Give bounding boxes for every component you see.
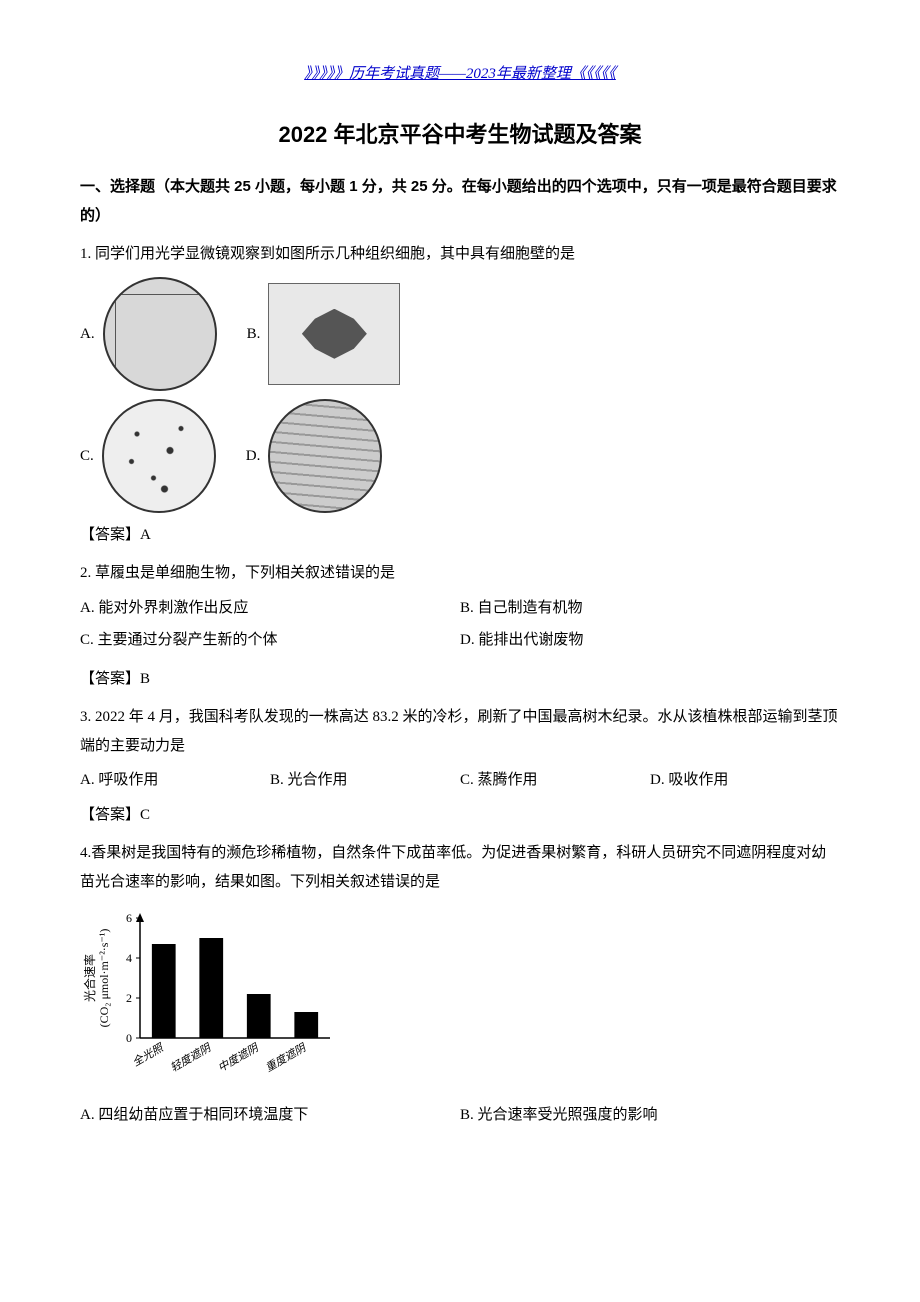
q1-option-c-label: C. — [80, 442, 94, 471]
q2-options: A. 能对外界刺激作出反应 B. 自己制造有机物 C. 主要通过分裂产生新的个体… — [80, 594, 840, 659]
q2-option-d: D. 能排出代谢废物 — [460, 626, 840, 655]
q1-answer: 【答案】A — [80, 521, 840, 550]
q1-image-d — [268, 399, 382, 513]
svg-text:全光照: 全光照 — [130, 1041, 167, 1070]
q4-chart: 0 2 4 6 全光照轻度遮阴中度遮阴重度遮阴 光合速率(CO₂ μmol·m⁻²·s⁻¹… — [80, 908, 840, 1089]
q4-option-b: B. 光合速率受光照强度的影响 — [460, 1101, 840, 1130]
svg-text:中度遮阴: 中度遮阴 — [216, 1041, 262, 1075]
question-4-text: 4.香果树是我国特有的濒危珍稀植物，自然条件下成苗率低。为促进香果树繁育，科研人… — [80, 839, 840, 896]
q2-answer: 【答案】B — [80, 665, 840, 694]
q1-option-b-label: B. — [247, 320, 261, 349]
q2-option-b: B. 自己制造有机物 — [460, 594, 840, 623]
q4-option-a: A. 四组幼苗应置于相同环境温度下 — [80, 1101, 460, 1130]
svg-text:重度遮阴: 重度遮阴 — [263, 1041, 309, 1075]
svg-text:光合速率: 光合速率 — [82, 954, 97, 1002]
question-2-text: 2. 草履虫是单细胞生物，下列相关叙述错误的是 — [80, 559, 840, 588]
svg-text:2: 2 — [126, 991, 132, 1005]
question-3-text: 3. 2022 年 4 月，我国科考队发现的一株高达 83.2 米的冷杉，刷新了… — [80, 703, 840, 760]
q1-option-d-label: D. — [246, 442, 261, 471]
q1-option-a-label: A. — [80, 320, 95, 349]
page-title: 2022 年北京平谷中考生物试题及答案 — [80, 114, 840, 156]
section-header: 一、选择题（本大题共 25 小题，每小题 1 分，共 25 分。在每小题给出的四… — [80, 173, 840, 230]
q3-option-a: A. 呼吸作用 — [80, 766, 270, 795]
svg-text:6: 6 — [126, 911, 132, 925]
svg-text:0: 0 — [126, 1031, 132, 1045]
header-link[interactable]: 》》》》》历年考试真题——2023年最新整理《《《《《 — [80, 60, 840, 89]
bar-chart-svg: 0 2 4 6 全光照轻度遮阴中度遮阴重度遮阴 光合速率(CO₂ μmol·m⁻²·s⁻¹… — [80, 908, 340, 1078]
svg-text:(CO₂ μmol·m⁻²·s⁻¹): (CO₂ μmol·m⁻²·s⁻¹) — [97, 929, 111, 1028]
svg-text:轻度遮阴: 轻度遮阴 — [168, 1041, 214, 1075]
q2-option-a: A. 能对外界刺激作出反应 — [80, 594, 460, 623]
q1-image-a — [103, 277, 217, 391]
q3-answer: 【答案】C — [80, 801, 840, 830]
q3-option-d: D. 吸收作用 — [650, 766, 840, 795]
question-1-text: 1. 同学们用光学显微镜观察到如图所示几种组织细胞，其中具有细胞壁的是 — [80, 240, 840, 269]
dots-cell-icon — [102, 399, 216, 513]
nerve-cell-icon — [268, 283, 400, 385]
q3-options: A. 呼吸作用 B. 光合作用 C. 蒸腾作用 D. 吸收作用 — [80, 766, 840, 795]
q1-image-c — [102, 399, 216, 513]
muscle-cell-icon — [268, 399, 382, 513]
q1-options-row-2: C. D. — [80, 399, 840, 513]
q2-option-c: C. 主要通过分裂产生新的个体 — [80, 626, 460, 655]
plant-cells-icon — [103, 277, 217, 391]
svg-text:4: 4 — [126, 951, 132, 965]
q3-option-b: B. 光合作用 — [270, 766, 460, 795]
q1-options-row-1: A. B. — [80, 277, 840, 391]
q4-options: A. 四组幼苗应置于相同环境温度下 B. 光合速率受光照强度的影响 — [80, 1101, 840, 1134]
q1-image-b — [268, 283, 400, 385]
q3-option-c: C. 蒸腾作用 — [460, 766, 650, 795]
